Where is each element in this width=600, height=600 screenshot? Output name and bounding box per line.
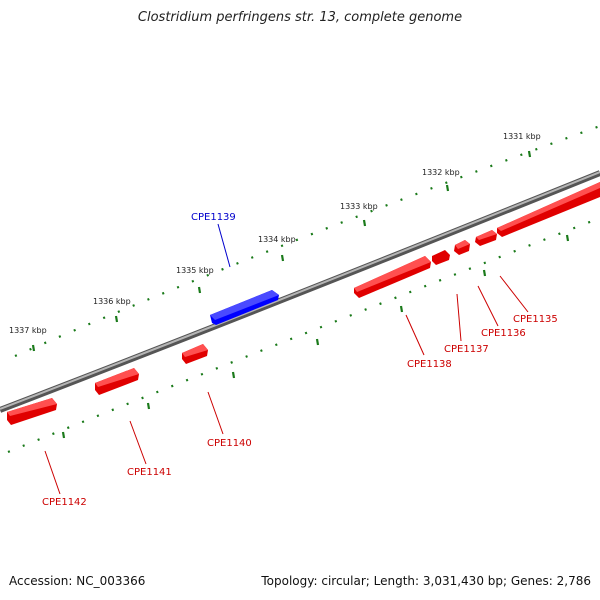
kbp-label: 1337 kbp bbox=[9, 326, 47, 335]
gene-label-cpe1140: CPE1140 bbox=[207, 438, 252, 449]
genome-backbone bbox=[0, 170, 600, 413]
kbp-label: 1336 kbp bbox=[93, 297, 131, 306]
gene-labels: CPE1139 CPE1135 CPE1136 CPE1137 CPE1138 … bbox=[42, 212, 558, 508]
gene-arrow-cpe1136[interactable] bbox=[475, 230, 499, 327]
gene-label-cpe1138: CPE1138 bbox=[407, 359, 452, 370]
accession-text: Accession: NC_003366 bbox=[9, 574, 146, 588]
kbp-label: 1332 kbp bbox=[422, 168, 460, 177]
gene-label-cpe1137: CPE1137 bbox=[444, 344, 489, 355]
kbp-label: 1333 kbp bbox=[340, 202, 378, 211]
gene-label-cpe1139: CPE1139 bbox=[191, 212, 236, 223]
inner-major-ticks bbox=[61, 234, 570, 439]
kbp-label: 1331 kbp bbox=[503, 132, 541, 141]
kbp-label: 1335 kbp bbox=[176, 266, 214, 275]
gene-arrow-cpe1137[interactable] bbox=[454, 240, 470, 342]
gene-arrow-cpe1138[interactable] bbox=[354, 250, 450, 356]
gene-arrow-cpe1139[interactable] bbox=[210, 223, 279, 325]
gene-label-cpe1135: CPE1135 bbox=[513, 314, 558, 325]
genome-summary-text: Topology: circular; Length: 3,031,430 bp… bbox=[261, 574, 591, 588]
gene-arrow-cpe1140[interactable] bbox=[182, 344, 224, 435]
gene-arrow-cpe1135[interactable] bbox=[497, 182, 600, 313]
kbp-label: 1334 kbp bbox=[258, 235, 296, 244]
kbp-tick-labels: 1331 kbp 1332 kbp 1333 kbp 1334 kbp 1335… bbox=[9, 132, 541, 335]
outer-major-ticks bbox=[31, 150, 532, 352]
gene-arrow-cpe1141[interactable] bbox=[95, 368, 147, 465]
genome-title: Clostridium perfringens str. 13, complet… bbox=[137, 10, 463, 25]
gene-label-cpe1142: CPE1142 bbox=[42, 497, 87, 508]
gene-arrow-cpe1142[interactable] bbox=[7, 398, 61, 495]
gene-label-cpe1136: CPE1136 bbox=[481, 328, 526, 339]
gene-label-cpe1141: CPE1141 bbox=[127, 467, 172, 478]
